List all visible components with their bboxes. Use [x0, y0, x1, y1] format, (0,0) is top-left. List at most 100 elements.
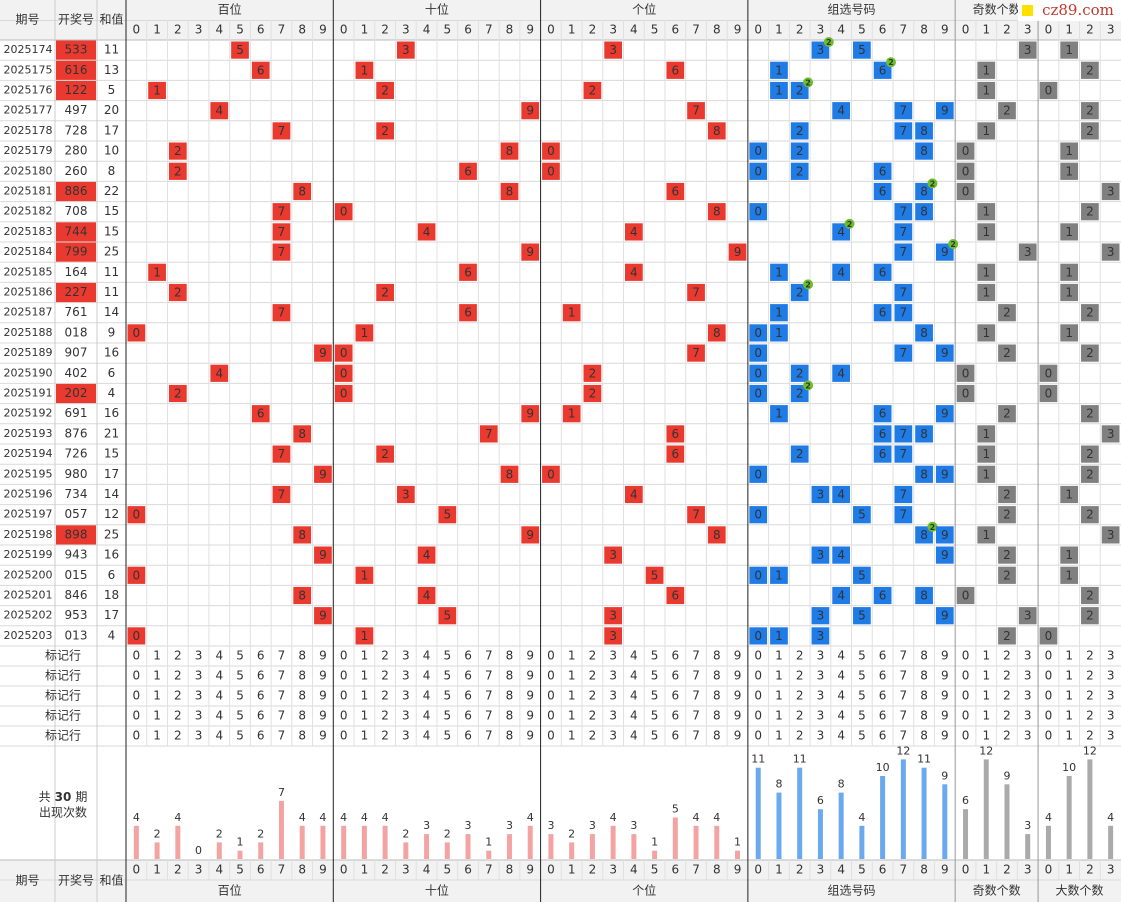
- group-mark: [853, 41, 871, 59]
- draw-number: 164: [65, 265, 88, 279]
- marker-digit: 2: [174, 709, 182, 723]
- group-mark: [749, 566, 768, 584]
- position-mark-label: 3: [609, 629, 617, 643]
- marker-digit: 8: [298, 729, 306, 743]
- position-mark: [562, 304, 581, 322]
- marker-digit: 4: [837, 669, 845, 683]
- position-mark-label: 6: [464, 265, 472, 279]
- draw-number: 876: [65, 426, 88, 440]
- position-mark-label: 2: [174, 144, 182, 158]
- group-mark: [873, 61, 892, 79]
- repeat-badge: [948, 239, 959, 249]
- group-mark-label: 6: [879, 427, 887, 441]
- position-mark: [687, 344, 705, 362]
- position-mark: [583, 384, 602, 403]
- number-highlight: [56, 40, 96, 60]
- position-mark-label: 0: [133, 568, 141, 582]
- group-mark-label: 6: [879, 306, 887, 320]
- position-mark: [438, 607, 457, 625]
- count-label: 4: [340, 811, 347, 824]
- digit-footer: 0: [340, 863, 348, 877]
- marker-digit: 8: [506, 729, 514, 743]
- count-bar: [755, 767, 761, 859]
- sum: 25: [104, 527, 119, 541]
- position-mark: [500, 142, 519, 160]
- marker-digit: 0: [1045, 649, 1053, 663]
- group-mark-label: 0: [754, 164, 762, 178]
- group-mark-label: 8: [920, 185, 928, 199]
- sum: 14: [104, 305, 119, 319]
- position-mark: [666, 425, 685, 443]
- marker-digit: 9: [734, 669, 742, 683]
- marker-digit: 5: [651, 649, 659, 663]
- odd-count-mark: [1018, 41, 1037, 59]
- position-mark: [562, 405, 581, 423]
- marker-digit: 5: [651, 729, 659, 743]
- marker-digit: 0: [1045, 689, 1053, 703]
- position-mark: [459, 162, 477, 180]
- group-mark: [894, 203, 913, 221]
- marker-digit: 3: [1107, 649, 1115, 663]
- count-bar: [444, 842, 450, 859]
- marker-digit: 5: [443, 709, 451, 723]
- group-mark: [873, 182, 892, 201]
- big-count-mark-label: 1: [1065, 265, 1073, 279]
- marker-digit: 7: [485, 649, 493, 663]
- marker-digit: 5: [236, 729, 244, 743]
- odd-count-mark-label: 1: [982, 528, 990, 542]
- position-mark: [459, 263, 477, 281]
- marker-digit: 8: [506, 669, 514, 683]
- group-header: 奇数个数: [973, 2, 1021, 17]
- marker-digit: 0: [962, 689, 970, 703]
- digit-footer: 6: [464, 863, 472, 877]
- repeat-badge-label: 2: [826, 38, 832, 47]
- marker-digit: 2: [589, 669, 597, 683]
- digit-header: 7: [485, 23, 493, 37]
- big-count-mark-label: 1: [1065, 144, 1073, 158]
- digit-header: 9: [734, 23, 742, 37]
- sum: 6: [108, 568, 116, 582]
- marker-digit: 9: [526, 669, 534, 683]
- stats-label: 出现次数: [39, 805, 87, 820]
- group-mark-label: 2: [796, 387, 804, 401]
- position-mark: [168, 384, 187, 403]
- position-mark: [521, 102, 540, 120]
- odd-count-mark: [956, 384, 975, 403]
- big-count-mark: [1060, 283, 1079, 302]
- marker-digit: 2: [796, 689, 804, 703]
- big-count-mark-label: 2: [1086, 205, 1094, 219]
- marker-digit: 2: [589, 729, 597, 743]
- marker-digit: 8: [920, 649, 928, 663]
- position-mark: [210, 102, 229, 120]
- position-mark: [231, 41, 249, 59]
- digit-footer: 7: [692, 863, 700, 877]
- sum: 16: [104, 406, 119, 420]
- marker-digit: 0: [754, 689, 762, 703]
- position-mark-label: 9: [319, 609, 327, 623]
- marker-digit: 0: [962, 729, 970, 743]
- group-mark: [935, 465, 954, 483]
- group-mark-label: 9: [941, 346, 949, 360]
- big-count-mark: [1060, 546, 1079, 564]
- position-mark: [417, 223, 436, 241]
- marker-digit: 2: [796, 649, 804, 663]
- big-count-mark-label: 0: [1045, 387, 1053, 401]
- odd-count-mark-label: 1: [982, 286, 990, 300]
- marker-digit: 1: [1065, 649, 1073, 663]
- position-mark-label: 3: [402, 43, 410, 57]
- draw-number: 898: [65, 527, 88, 541]
- sum: 12: [104, 507, 119, 521]
- position-mark-label: 2: [174, 387, 182, 401]
- count-label: 3: [465, 819, 472, 832]
- group-mark: [749, 627, 768, 645]
- marker-digit: 7: [692, 689, 700, 703]
- marker-digit: 0: [340, 709, 348, 723]
- digit-header: 2: [381, 23, 389, 37]
- marker-digit: 1: [153, 649, 161, 663]
- stats-suffix: 期: [75, 790, 87, 804]
- period: 2025178: [4, 124, 53, 137]
- count-bar: [299, 825, 305, 859]
- marker-digit: 1: [361, 709, 369, 723]
- draw-number: 018: [65, 325, 88, 339]
- position-mark-label: 0: [133, 508, 141, 522]
